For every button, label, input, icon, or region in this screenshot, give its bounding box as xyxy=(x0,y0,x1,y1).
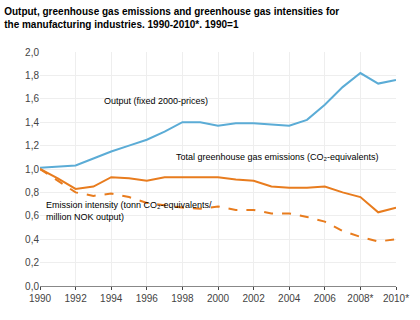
svg-text:1,8: 1,8 xyxy=(25,70,39,81)
svg-text:1994: 1994 xyxy=(100,293,123,304)
svg-text:Output, greenhouse gas emissio: Output, greenhouse gas emissions and gre… xyxy=(4,6,339,30)
svg-text:2004: 2004 xyxy=(278,293,301,304)
svg-text:1996: 1996 xyxy=(136,293,159,304)
svg-text:Total greenhouse gas emissions: Total greenhouse gas emissions (CO₂-equi… xyxy=(176,152,379,162)
svg-text:Output (fixed 2000-prices): Output (fixed 2000-prices) xyxy=(104,96,208,106)
svg-text:2000: 2000 xyxy=(207,293,230,304)
svg-text:2006: 2006 xyxy=(314,293,337,304)
svg-text:0,4: 0,4 xyxy=(25,234,39,245)
svg-text:1,4: 1,4 xyxy=(25,117,39,128)
svg-text:Emission intensity (tonn CO₂-e: Emission intensity (tonn CO₂-equivalents… xyxy=(46,200,212,222)
svg-text:2,0: 2,0 xyxy=(25,47,39,58)
svg-text:0,8: 0,8 xyxy=(25,187,39,198)
svg-text:2002: 2002 xyxy=(242,293,265,304)
svg-text:0,6: 0,6 xyxy=(25,210,39,221)
svg-text:1,2: 1,2 xyxy=(25,140,39,151)
svg-text:2008*: 2008* xyxy=(347,293,373,304)
svg-text:1992: 1992 xyxy=(64,293,87,304)
svg-text:0,2: 0,2 xyxy=(25,257,39,268)
svg-text:1998: 1998 xyxy=(171,293,194,304)
svg-text:1,0: 1,0 xyxy=(25,164,39,175)
svg-text:2010*: 2010* xyxy=(383,293,409,304)
svg-text:0,0: 0,0 xyxy=(25,281,39,292)
svg-text:1990: 1990 xyxy=(29,293,52,304)
svg-text:1,6: 1,6 xyxy=(25,93,39,104)
